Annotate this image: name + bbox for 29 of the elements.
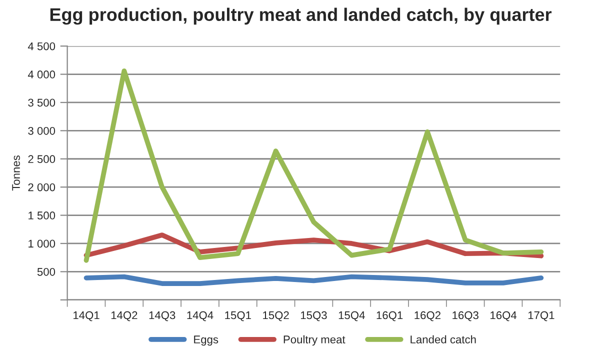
x-tick-label: 15Q3 [300,311,327,322]
y-tick-label: 1 500 [28,212,56,220]
x-tick-label: 16Q2 [414,311,440,322]
y-tick-label: 3 000 [28,126,56,135]
x-tick-label: 15Q4 [338,311,365,322]
x-tick-label: 16Q1 [376,311,403,322]
legend-label: Poultry meat [284,335,346,346]
y-tick-label: 500 [37,268,56,276]
x-tick-label: 17Q1 [528,311,554,322]
x-tick-label: 15Q1 [225,311,251,322]
x-tick-label: 14Q4 [187,311,214,322]
x-tick-label: 14Q1 [74,311,100,322]
line-series [84,274,544,286]
y-tick-label: 2 500 [28,155,56,164]
x-tick-label: 15Q2 [263,311,289,322]
chart-title: Egg production, poultry meat and landed catch, by quarter [50,8,552,25]
line-series [84,68,544,263]
legend-label: Eggs [194,336,218,346]
y-tick-label: 1 000 [28,240,56,248]
y-axis-title: Tonnes [12,155,20,191]
y-tick-label: 4 000 [28,70,56,78]
x-tick-label: 16Q3 [452,311,478,322]
legend-label: Landed catch [410,335,476,344]
y-tick-label: 4 500 [28,42,56,50]
y-tick-label: 2 000 [28,183,56,192]
x-tick-label: 14Q2 [111,311,138,322]
x-tick-label: 16Q4 [490,311,517,322]
y-tick-label: 3 500 [28,98,56,107]
x-tick-label: 14Q3 [149,311,176,322]
